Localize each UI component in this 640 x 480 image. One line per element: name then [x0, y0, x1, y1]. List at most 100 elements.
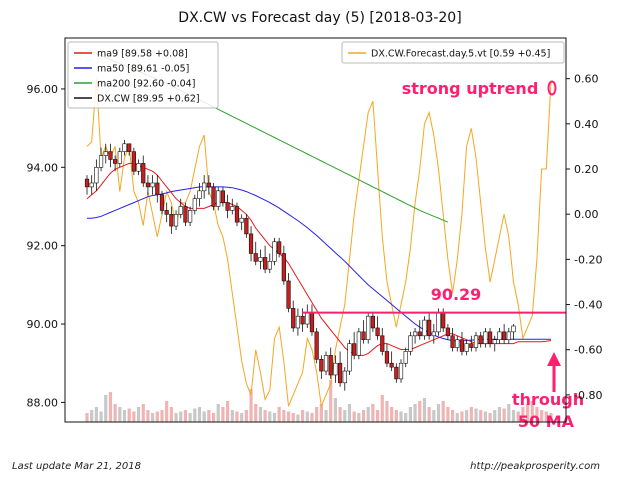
candle-body — [178, 206, 183, 215]
volume-bar — [258, 407, 263, 422]
volume-bar — [202, 411, 206, 422]
volume-bar — [450, 410, 455, 422]
volume-bar — [469, 407, 473, 422]
candle-body — [356, 331, 361, 356]
left-tick-label: 96.00 — [27, 83, 59, 96]
candle-body — [473, 335, 479, 348]
chart-title: DX.CW vs Forecast day (5) [2018-03-20] — [178, 10, 461, 26]
candle-body — [295, 315, 301, 329]
candle-body — [314, 331, 319, 360]
volume-bar — [291, 413, 295, 422]
right-tick-label: -0.80 — [574, 389, 602, 402]
candle-body — [84, 178, 90, 188]
through-arrow-head — [547, 352, 561, 366]
volume-bar — [221, 407, 225, 422]
volume-bar — [90, 410, 94, 422]
candle-body — [333, 362, 338, 376]
uptrend-label: strong uptrend — [402, 79, 539, 98]
candle-body — [455, 339, 460, 348]
volume-bar — [151, 413, 155, 422]
volume-bar — [540, 410, 544, 422]
left-tick-label: 94.00 — [27, 161, 59, 174]
candle-body — [300, 315, 305, 325]
candle-body — [192, 198, 197, 211]
candle-body — [291, 308, 296, 329]
candle-body — [183, 206, 188, 223]
left-tick-label: 90.00 — [27, 318, 59, 331]
left-axis: 88.00 90.00 92.00 94.00 96.00 — [27, 83, 65, 409]
volume-bar — [141, 404, 145, 422]
volume-bar — [385, 401, 389, 422]
volume-bar — [272, 413, 277, 422]
candle-body — [445, 327, 450, 337]
candle-body — [263, 257, 268, 270]
volume-bar — [122, 410, 127, 422]
candle-body — [361, 331, 366, 341]
candle-body — [511, 325, 516, 333]
volume-bar — [521, 407, 525, 422]
volume-bar — [300, 410, 305, 422]
volume-bar — [474, 408, 478, 422]
legend-entry: DX.CW [89.95 +0.62] — [97, 94, 200, 105]
volume-bar — [493, 410, 497, 422]
candle-body — [469, 343, 474, 348]
candle-body — [197, 190, 202, 199]
candle-body — [211, 186, 216, 207]
ma9-line — [86, 162, 552, 356]
candle-body — [220, 190, 226, 203]
volume-bar — [319, 404, 323, 422]
candle-body — [253, 253, 258, 262]
volume-bar — [394, 410, 398, 422]
candle-body — [436, 311, 441, 333]
volume-bar — [207, 410, 211, 422]
candle-body — [459, 339, 465, 352]
candle-body — [309, 311, 315, 333]
candle-body — [417, 331, 422, 337]
volume-bar — [479, 410, 483, 422]
legend-entry: ma200 [92.60 -0.04] — [97, 79, 195, 90]
candle-body — [216, 190, 221, 207]
footer-update: Last update Mar 21, 2018 — [12, 461, 141, 472]
candle-body — [492, 339, 497, 344]
candle-body — [108, 151, 113, 160]
volume-bar — [333, 398, 338, 422]
legend-left: ma9 [89.58 +0.08] ma50 [89.61 -0.05] ma200… — [67, 41, 219, 109]
volume-bar — [244, 410, 248, 422]
volume-bar — [460, 411, 464, 422]
plot-frame — [64, 37, 567, 423]
right-axis: -0.80 -0.60 -0.40 -0.20 0.00 0.20 0.40 0.60 — [566, 73, 602, 402]
uptrend-marker — [547, 80, 557, 96]
candle-body — [422, 319, 427, 337]
candle-body — [342, 370, 347, 384]
candle-body — [464, 343, 469, 352]
candle-body — [506, 331, 511, 341]
volume-bar — [380, 395, 384, 422]
candle-body — [441, 311, 446, 329]
candle-body — [502, 331, 507, 341]
volume-bar — [427, 407, 431, 422]
volume-bar — [535, 407, 539, 422]
candle-body — [98, 155, 104, 168]
legend-right: DX.CW.Forecast.day.5.vt [0.59 +0.45] — [341, 41, 565, 64]
right-tick-label: -0.20 — [574, 253, 602, 266]
volume-bar — [197, 407, 202, 422]
volume-bar — [169, 407, 173, 422]
candle-body — [286, 280, 291, 309]
volume-bar — [399, 411, 403, 422]
volume-bar — [324, 410, 328, 422]
candle-body — [258, 257, 263, 262]
volume-bar — [211, 413, 216, 422]
candle-body — [277, 241, 282, 254]
volume-bar — [235, 411, 239, 422]
volume-bar — [193, 408, 197, 422]
volume-bar — [216, 404, 220, 422]
candle-body — [113, 159, 118, 164]
volume-bar — [183, 410, 188, 422]
right-tick-label: -0.40 — [574, 299, 602, 312]
volume-bar — [155, 411, 159, 422]
candle-body — [408, 335, 413, 352]
candle-body — [427, 319, 432, 337]
candle-body — [319, 359, 324, 372]
volume-bar — [338, 407, 342, 422]
legend-entry: ma50 [89.61 -0.05] — [97, 64, 189, 75]
